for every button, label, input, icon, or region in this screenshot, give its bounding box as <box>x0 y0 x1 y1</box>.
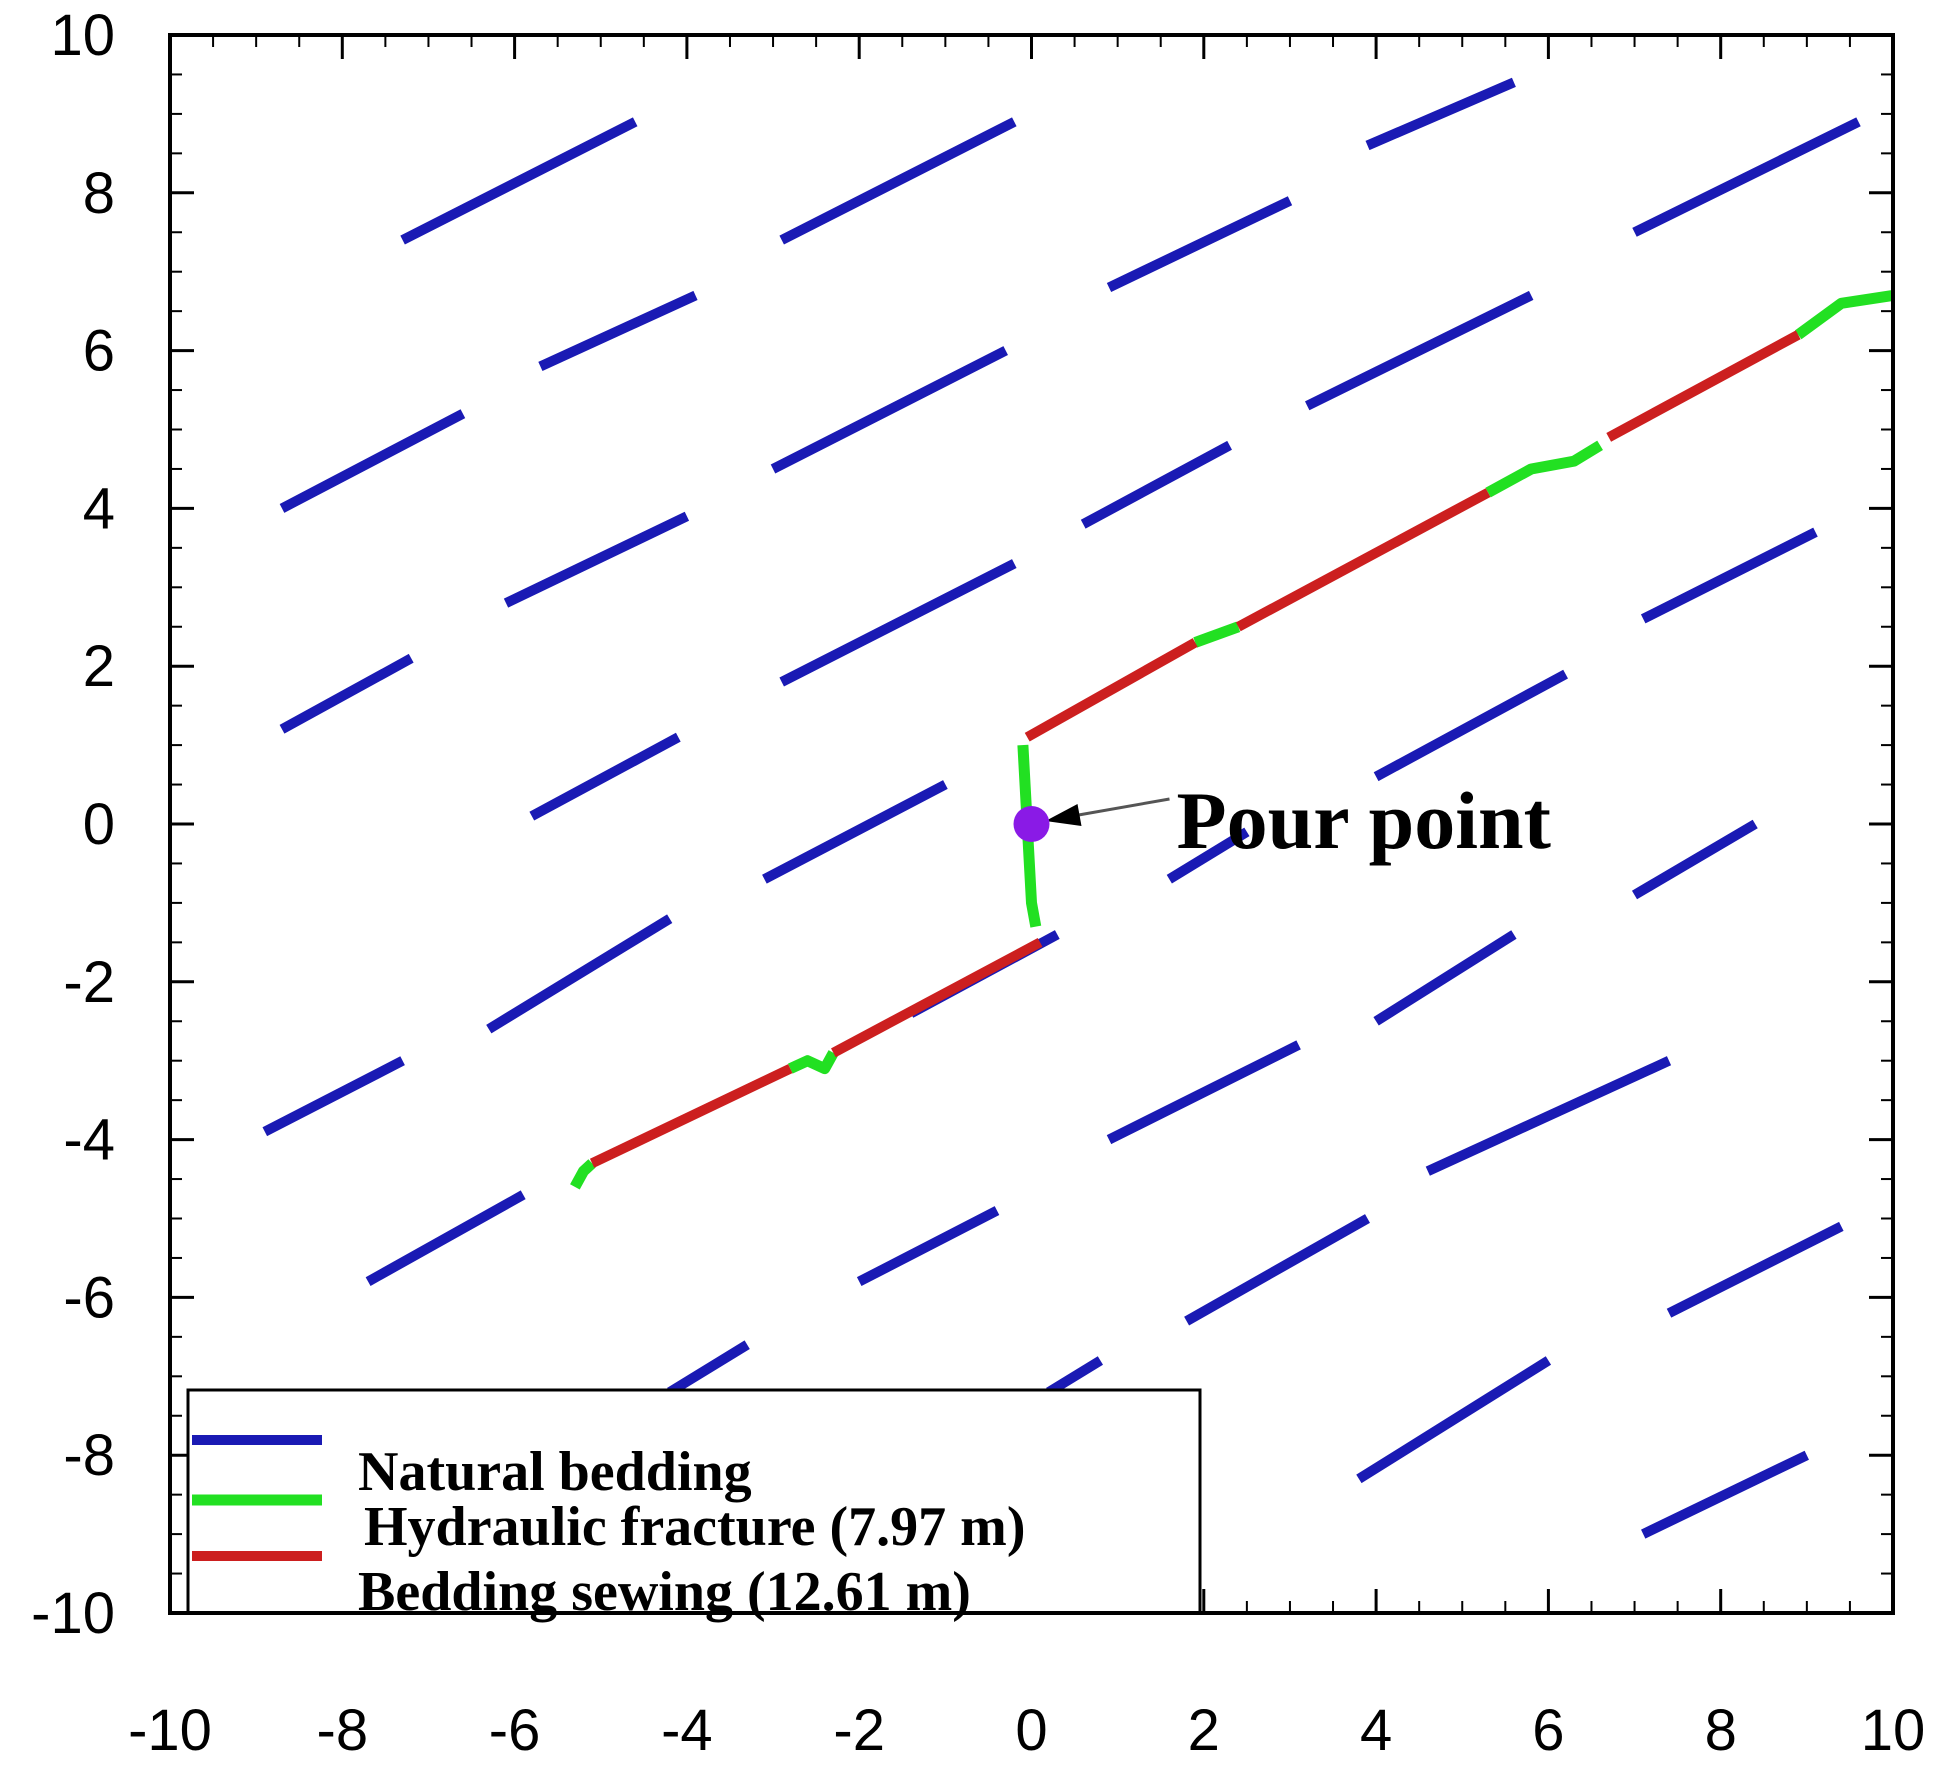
series-segment <box>1425 1056 1672 1176</box>
series-segment <box>365 1190 526 1286</box>
series-segment <box>1666 1221 1844 1318</box>
x-tick-label: -4 <box>661 1698 713 1763</box>
series-segment <box>856 1206 1000 1287</box>
y-tick-label: 6 <box>83 319 115 384</box>
x-tick-label: -2 <box>833 1698 885 1763</box>
x-tick-label: 0 <box>1015 1698 1047 1763</box>
y-tick-label: -2 <box>63 950 115 1015</box>
series-segment <box>538 290 698 371</box>
y-tick-label: 8 <box>83 161 115 226</box>
pointer-line <box>1061 797 1170 820</box>
x-tick-label: -8 <box>317 1698 369 1763</box>
series-segment <box>570 1159 596 1190</box>
series-segment <box>788 1050 839 1075</box>
plot-series <box>262 77 1894 1539</box>
x-tick-label: 2 <box>1188 1698 1220 1763</box>
series-segment <box>1184 1214 1370 1326</box>
series-segment <box>1080 440 1232 529</box>
y-tick-label: 4 <box>83 476 115 541</box>
series-segment <box>1631 819 1758 900</box>
series-segment <box>1106 196 1293 293</box>
series-segment <box>1640 527 1818 624</box>
series-segment <box>779 559 1017 687</box>
series-segment <box>1356 1356 1552 1484</box>
series-segment <box>279 409 466 513</box>
series-segment <box>1304 290 1534 411</box>
legend-box <box>186 1388 1202 1615</box>
series-segment <box>529 732 681 821</box>
legend-label: Natural bedding <box>358 1441 752 1503</box>
x-tick-label: 8 <box>1705 1698 1737 1763</box>
y-tick-label: -10 <box>31 1581 115 1646</box>
pour-point-label: Pour point <box>1177 775 1551 866</box>
series-segment <box>1794 289 1894 340</box>
series-segment <box>1373 930 1517 1026</box>
series-segment <box>1106 1040 1301 1145</box>
x-tick-label: -6 <box>489 1698 541 1763</box>
series-segment <box>770 346 1008 474</box>
series-segment <box>1046 1356 1104 1397</box>
series-segment <box>762 780 948 884</box>
series-segment <box>503 511 690 608</box>
series-segment <box>279 653 414 734</box>
series-segment <box>1632 117 1861 237</box>
x-tick-label: 10 <box>1861 1698 1926 1763</box>
pointer-arrowhead <box>1045 804 1082 826</box>
y-tick-label: -4 <box>63 1108 115 1173</box>
series-segment <box>1235 488 1491 632</box>
series-segment <box>589 1064 793 1168</box>
legend-label: Hydraulic fracture (7.97 m) <box>364 1496 1025 1558</box>
series-segment <box>486 914 673 1034</box>
x-tick-label: 6 <box>1532 1698 1564 1763</box>
pour-point-marker <box>1013 806 1050 842</box>
series-segment <box>1373 669 1568 782</box>
series-segment <box>667 1340 750 1397</box>
y-tick-label: 2 <box>83 634 115 699</box>
series-group <box>262 77 1861 1539</box>
series-segment <box>1024 638 1198 742</box>
x-tick-label: -10 <box>128 1698 212 1763</box>
y-tick-label: -6 <box>63 1265 115 1330</box>
series-segment <box>779 117 1017 245</box>
tick-labels: -10 -8 -6 -4 -2 0 2 4 6 8 10 -10 -8 -6 -4 -2 0 2 4 6 8 10 <box>31 3 1925 1763</box>
annotations: Pour point <box>1013 775 1551 866</box>
y-tick-label: 0 <box>83 792 115 857</box>
series-segment <box>1641 1450 1809 1539</box>
plot-frame <box>168 33 1895 1615</box>
series-segment <box>262 1056 405 1137</box>
series-segment <box>1166 827 1250 884</box>
y-tick-label: -8 <box>63 1423 115 1488</box>
series-segment <box>831 937 1043 1058</box>
series-segment <box>1485 440 1603 498</box>
series-segment <box>1365 77 1516 151</box>
y-tick-label: 10 <box>50 3 115 68</box>
series-segment <box>1606 330 1801 442</box>
series-segment <box>1017 744 1042 928</box>
series-segment <box>1193 621 1241 648</box>
series-group <box>570 289 1894 1190</box>
x-tick-label: 4 <box>1360 1698 1392 1763</box>
series-segment <box>400 117 638 245</box>
series-group <box>589 330 1801 1168</box>
